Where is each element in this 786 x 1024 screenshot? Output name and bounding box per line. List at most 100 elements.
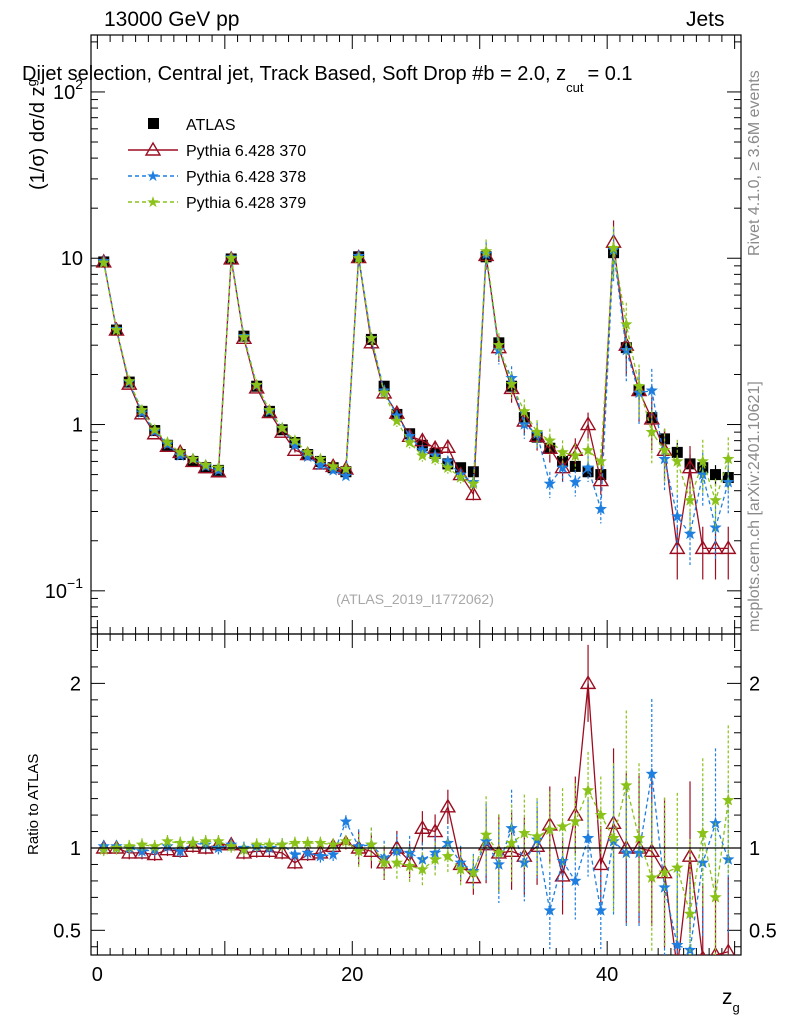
main-point-p370: [133, 405, 151, 420]
ratio-point-p379: [161, 834, 174, 847]
main-point-p379: [428, 452, 442, 465]
ratio-point-p379: [696, 826, 709, 839]
ratio-point-p378: [722, 853, 735, 865]
main-point-p370: [592, 472, 610, 487]
main-y-tick-label: 1: [72, 415, 83, 437]
ratio-axes: 0 20 40 0.5 0.5 1 1 2 2: [53, 634, 777, 986]
main-point-p379: [135, 403, 149, 416]
ratio-panel-frame: [90, 633, 742, 956]
legend-370-marker: [144, 141, 162, 156]
main-point-p378: [326, 463, 340, 476]
ratio-point-p379: [607, 831, 620, 844]
ratio-point-p379: [237, 843, 251, 855]
legend-atlas-marker: [148, 118, 159, 129]
main-point-p379: [683, 493, 697, 506]
ratio-point-p379: [314, 836, 327, 849]
ratio-line-p378: [103, 773, 729, 952]
ratio-point-p378: [301, 846, 314, 859]
ratio-point-p379: [492, 846, 506, 859]
main-point-p378: [569, 475, 582, 488]
ratio-point-p379: [123, 839, 136, 852]
ratio-line-p370: [103, 683, 729, 955]
ratio-point-p378: [339, 815, 353, 827]
ratio-point-p379: [301, 836, 314, 849]
legend-370-label: Pythia 6.428 370: [186, 143, 306, 160]
ratio-y-tick-label-right: 2: [749, 673, 760, 695]
ratio-point-p379: [225, 839, 238, 852]
ratio-point-p370: [670, 961, 684, 973]
main-point-p379: [148, 423, 161, 436]
ratio-point-p379: [174, 836, 187, 849]
main-point-p370: [694, 539, 711, 555]
ratio-point-p370: [273, 844, 291, 859]
main-point-p370: [210, 463, 227, 478]
ratio-point-p379: [199, 834, 212, 847]
ratio-point-p370: [133, 844, 151, 859]
ratio-point-p379: [263, 838, 276, 850]
main-axes: 10−1 1 10 102: [45, 35, 741, 634]
ratio-point-p378: [632, 846, 646, 859]
main-point-p379: [390, 414, 404, 427]
main-point-p370: [261, 404, 278, 419]
main-y-tick-label: 10: [61, 248, 83, 270]
main-point-p378: [518, 418, 531, 430]
ratio-point-p370: [184, 837, 202, 853]
legend-379-marker: ★: [146, 194, 159, 211]
main-point-p379: [479, 244, 493, 257]
ratio-point-p378: [428, 846, 442, 859]
main-point-p370: [286, 441, 304, 456]
ratio-point-p378: [696, 856, 709, 869]
main-point-p379: [671, 454, 684, 467]
ratio-point-p370: [721, 943, 736, 955]
main-point-p379: [658, 443, 671, 456]
main-point-p379: [441, 461, 455, 473]
analysis-watermark: (ATLAS_2019_I1772062): [336, 591, 494, 607]
main-point-p379: [530, 425, 544, 438]
ratio-point-p379: [671, 861, 684, 874]
ratio-point-p379: [594, 808, 607, 821]
main-point-p370: [681, 459, 699, 474]
ratio-point-p379: [148, 839, 161, 852]
ratio-y-axis-label: Ratio to ATLAS: [25, 754, 42, 855]
ratio-point-p370: [235, 844, 253, 859]
main-point-p378: [314, 458, 327, 471]
main-point-p379: [212, 461, 225, 473]
main-point-p379: [377, 386, 391, 399]
main-point-p379: [454, 471, 467, 483]
main-point-p378: [288, 438, 302, 451]
ratio-point-p370: [159, 841, 176, 856]
main-point-p379: [161, 435, 174, 448]
ratio-point-p378: [492, 857, 506, 870]
ratio-point-p378: [454, 856, 467, 869]
main-point-p378: [658, 452, 671, 465]
x-tick-label: 0: [92, 964, 103, 986]
ratio-point-p370: [248, 842, 265, 857]
main-point-p379: [275, 421, 289, 434]
main-point-p370: [121, 375, 138, 390]
ratio-point-p378: [658, 881, 671, 893]
ratio-point-p379: [339, 834, 353, 847]
x-tick-label: 20: [341, 964, 363, 986]
ratio-point-p379: [135, 838, 149, 850]
main-y-tick-label: 102: [53, 76, 83, 104]
main-point-p379: [352, 251, 365, 264]
ratio-point-p379: [250, 838, 263, 850]
ratio-point-p370: [643, 842, 661, 857]
main-point-p379: [722, 452, 735, 465]
main-point-p370: [312, 455, 329, 470]
ratio-point-p379: [505, 836, 518, 849]
ratio-point-p379: [288, 836, 302, 849]
ratio-point-p370: [592, 856, 610, 871]
ratio-point-p379: [365, 838, 378, 850]
main-point-p378: [301, 450, 314, 463]
ratio-point-p378: [403, 846, 416, 859]
ratio-point-p379: [632, 831, 646, 844]
main-point-p379: [467, 477, 480, 490]
main-point-p370: [579, 416, 597, 431]
main-point-p379: [645, 425, 658, 438]
main-point-atlas: [710, 469, 722, 481]
main-point-p379: [339, 462, 353, 475]
ratio-point-p379: [709, 890, 722, 903]
ratio-point-p378: [543, 904, 557, 916]
main-point-p379: [263, 403, 276, 416]
